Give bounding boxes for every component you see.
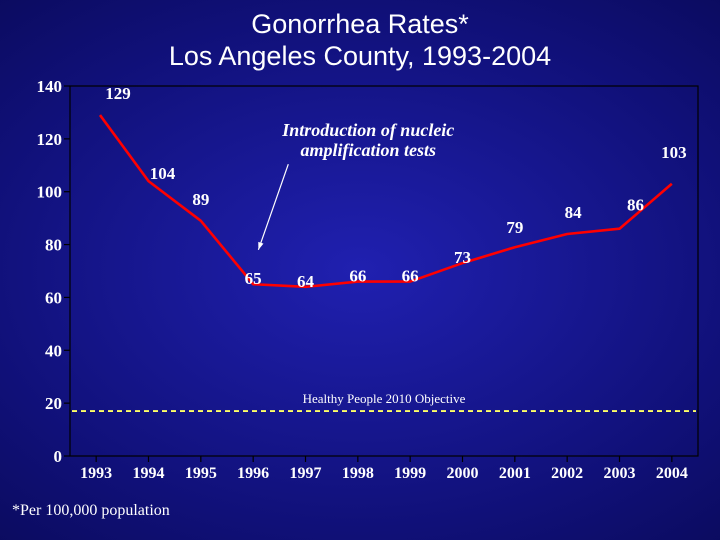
xtick-label: 1999	[394, 465, 426, 482]
data-point-label: 79	[506, 218, 523, 237]
annotation-line2: amplification tests	[301, 140, 437, 160]
xtick-label: 1998	[342, 465, 374, 482]
annotation-arrowhead	[258, 242, 263, 250]
data-point-label: 66	[402, 267, 419, 286]
xtick-label: 2000	[447, 465, 479, 482]
slide: Gonorrhea Rates* Los Angeles County, 199…	[0, 0, 720, 540]
ytick-label: 40	[45, 341, 62, 360]
xtick-label: 1994	[133, 465, 165, 482]
data-point-label: 64	[297, 272, 315, 291]
annotation-arrow	[258, 164, 288, 250]
xtick-label: 1997	[290, 465, 322, 482]
ytick-label: 20	[45, 394, 62, 413]
annotation-line1: Introduction of nucleic	[281, 120, 454, 140]
xtick-label: 2001	[499, 465, 531, 482]
xtick-label: 1996	[237, 465, 269, 482]
ytick-label: 0	[54, 447, 63, 466]
xtick-label: 1993	[80, 465, 112, 482]
xtick-label: 2004	[656, 465, 688, 482]
chart-svg: 0 20 40 60 80 100 120 140 1993 1994 1995 1996 1997 19…	[0, 0, 720, 540]
xtick-label: 2003	[604, 465, 636, 482]
xtick-label: 2002	[551, 465, 583, 482]
data-point-label: 86	[627, 196, 644, 215]
ytick-label: 140	[37, 77, 63, 96]
data-point-label: 89	[192, 190, 209, 209]
data-point-label: 84	[565, 203, 583, 222]
ytick-label: 80	[45, 236, 62, 255]
ytick-label: 60	[45, 288, 62, 307]
data-point-label: 73	[454, 248, 471, 267]
footnote: *Per 100,000 population	[12, 502, 170, 520]
ytick-label: 100	[37, 183, 63, 202]
data-point-label: 65	[245, 269, 262, 288]
data-point-label: 129	[105, 84, 131, 103]
reference-line-label: Healthy People 2010 Objective	[303, 391, 466, 406]
data-point-label: 103	[661, 143, 687, 162]
ytick-label: 120	[37, 130, 63, 149]
xtick-label: 1995	[185, 465, 217, 482]
data-point-label: 104	[150, 164, 176, 183]
data-point-label: 66	[349, 267, 366, 286]
